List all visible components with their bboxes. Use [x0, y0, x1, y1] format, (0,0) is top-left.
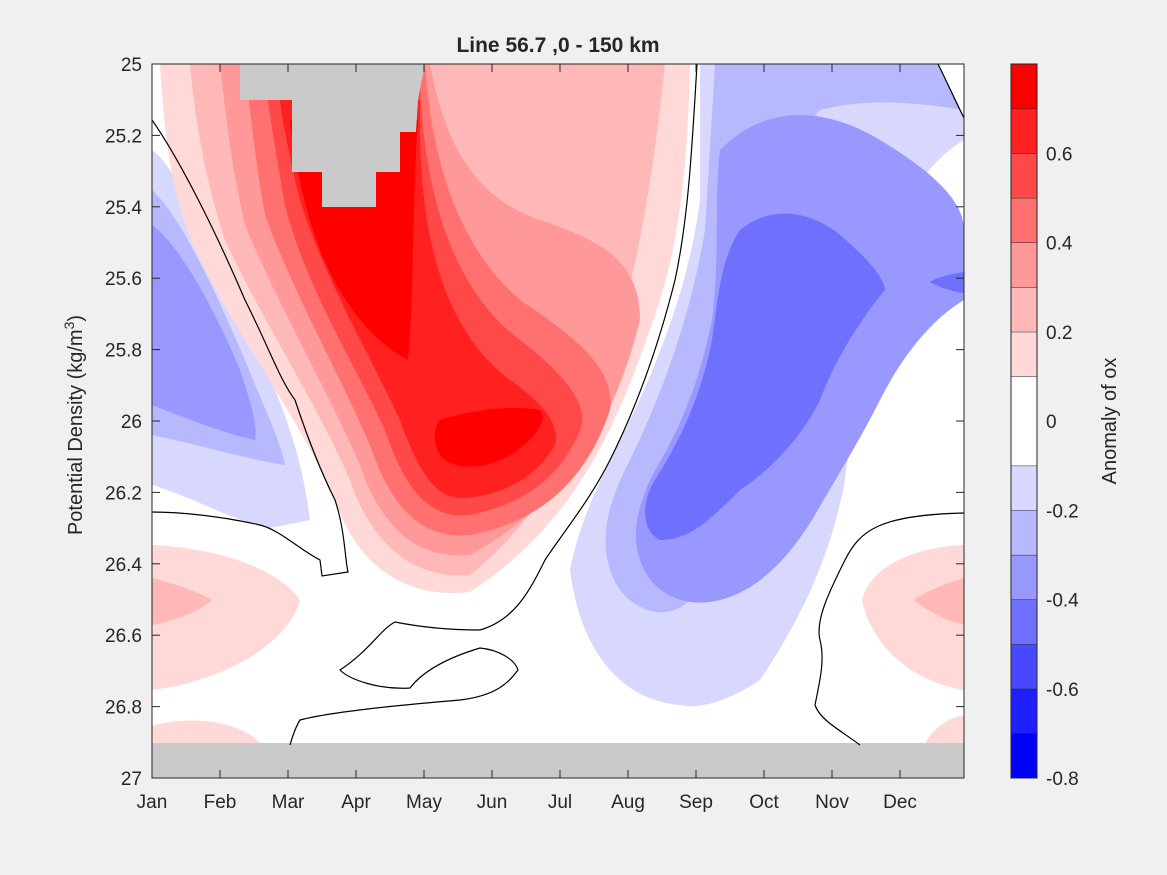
colorbar-swatch — [1011, 599, 1037, 645]
contour-pos-bottom-right — [924, 715, 964, 745]
y-tick-label: 26.4 — [105, 555, 142, 576]
x-tick-label: Apr — [341, 792, 371, 813]
y-tick-label: 25.8 — [105, 341, 142, 362]
colorbar-frame — [1010, 63, 1038, 779]
x-tick-label: Feb — [204, 792, 237, 813]
zero-contour-1 — [152, 119, 349, 577]
zero-contour-2 — [289, 64, 698, 746]
colorbar-tick-label: -0.8 — [1046, 769, 1079, 790]
contour-neg-winter-3 — [152, 225, 256, 440]
contour-pos-edge-2 — [152, 578, 212, 625]
y-tick-label: 27 — [121, 769, 142, 790]
zero-contour-4 — [814, 512, 964, 746]
contour-fill — [152, 64, 964, 778]
colorbar-swatch — [1011, 510, 1037, 555]
x-tick-label: Jul — [548, 792, 572, 813]
y-tick-label: 26 — [121, 412, 142, 433]
colorbar-swatch — [1011, 287, 1037, 332]
y-tick-label: 26.8 — [105, 698, 142, 719]
colorbar-tick-label: 0 — [1046, 412, 1057, 433]
y-tick-label: 25.6 — [105, 269, 142, 290]
colorbar-swatch — [1011, 554, 1037, 600]
colorbar-tick-label: 0.6 — [1046, 144, 1072, 165]
y-axis-label-superscript: 3 — [61, 321, 77, 329]
zero-contour-lines — [152, 64, 964, 746]
contour-pos-edge-4 — [914, 578, 964, 625]
x-axis: Jan Feb Mar Apr May Jun Jul Aug Sep Oct Nov Dec — [137, 64, 917, 813]
contour-pos-edge-3 — [862, 545, 964, 690]
contour-pos-edge-1 — [152, 545, 300, 690]
x-tick-label: Mar — [272, 792, 305, 813]
contour-neg-4 — [645, 213, 885, 541]
y-tick-label: 26.6 — [105, 626, 142, 647]
plot-area — [151, 63, 965, 779]
y-axis-label-text: Potential Density (kg/m — [65, 329, 87, 535]
colorbar-swatch — [1011, 108, 1037, 154]
contour-pos-bottom-left — [152, 720, 262, 745]
y-axis-label-close: ) — [65, 315, 87, 322]
colorbar-swatch — [1011, 688, 1037, 734]
colorbar-tick-label: 0.4 — [1046, 234, 1073, 255]
x-tick-label: Sep — [679, 792, 713, 813]
colorbar-tick-label: -0.4 — [1046, 591, 1079, 612]
colorbar-tick-label: -0.2 — [1046, 501, 1079, 522]
chart-title: Line 56.7 ,0 - 150 km — [456, 34, 659, 57]
colorbar-swatch — [1011, 64, 1037, 109]
colorbar-swatch — [1011, 465, 1037, 511]
contour-neg-right-edge — [930, 272, 964, 293]
colorbar-swatch — [1011, 733, 1037, 778]
colorbar-swatch — [1011, 153, 1037, 198]
x-tick-label: Oct — [749, 792, 779, 813]
colorbar-swatch — [1011, 644, 1037, 689]
no-data-bottom-region — [152, 743, 964, 778]
colorbar-tick-label: 0.2 — [1046, 323, 1072, 344]
colorbar: 0.6 0.4 0.2 0 -0.2 -0.4 -0.6 -0.8 — [1010, 63, 1079, 790]
contour-pos-8 — [434, 408, 543, 467]
y-axis: 25 25.2 25.4 25.6 25.8 26 26.2 26.4 26.6 26.8 27 — [105, 55, 964, 790]
y-tick-label: 25.4 — [105, 198, 142, 219]
colorbar-swatch — [1011, 242, 1037, 288]
y-tick-label: 26.2 — [105, 483, 142, 504]
no-data-top-region — [240, 64, 425, 207]
y-tick-label: 25.2 — [105, 126, 142, 147]
x-tick-label: May — [406, 792, 442, 813]
zero-contour-3 — [937, 64, 964, 119]
x-tick-label: Jan — [137, 792, 168, 813]
colorbar-tick-label: -0.6 — [1046, 680, 1079, 701]
colorbar-label: Anomaly of ox — [1099, 358, 1121, 485]
y-axis-label: Potential Density (kg/m3) — [61, 315, 87, 535]
x-tick-label: Jun — [477, 792, 508, 813]
x-tick-label: Aug — [611, 792, 645, 813]
x-tick-label: Dec — [883, 792, 917, 813]
colorbar-swatch — [1011, 331, 1037, 377]
colorbar-swatch — [1011, 197, 1037, 243]
x-tick-label: Nov — [815, 792, 849, 813]
colorbar-swatch — [1011, 376, 1037, 466]
y-tick-label: 25 — [121, 55, 142, 76]
